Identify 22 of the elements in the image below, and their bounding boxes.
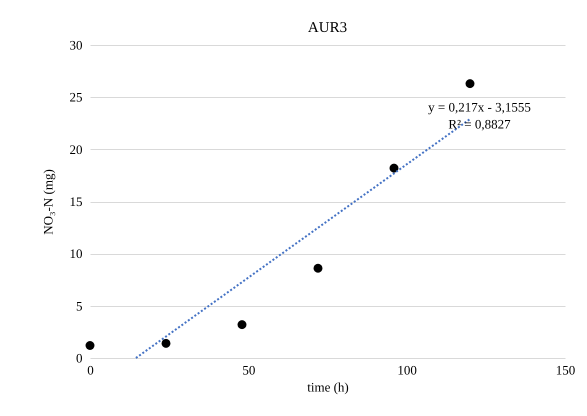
point xyxy=(238,320,246,330)
x-tick-label: 50 xyxy=(242,362,256,378)
point xyxy=(314,264,322,273)
x-axis-title: time (h) xyxy=(307,380,349,394)
y-tick-label: 10 xyxy=(70,246,82,262)
y-axis-title: NO₃-N (mg) xyxy=(40,169,56,235)
x-tick-label: 100 xyxy=(397,362,417,378)
point xyxy=(162,338,170,348)
y-tick-label: 15 xyxy=(70,194,82,209)
y-tick-label: 0 xyxy=(76,350,82,366)
x-tick-label: 150 xyxy=(556,362,576,378)
y-tick-label: 30 xyxy=(70,38,82,52)
point xyxy=(466,79,474,88)
chart-title: AUR3 xyxy=(308,20,348,36)
point xyxy=(86,341,94,350)
annotation: y = 0,217x - 3,1555 xyxy=(428,100,531,115)
x-tick-label: 0 xyxy=(87,362,94,378)
y-tick-label: 20 xyxy=(70,142,82,157)
annotation: R² = 0,8827 xyxy=(448,116,512,132)
point xyxy=(390,164,398,173)
y-tick-label: 25 xyxy=(70,90,82,105)
y-tick-label: 5 xyxy=(76,298,82,314)
